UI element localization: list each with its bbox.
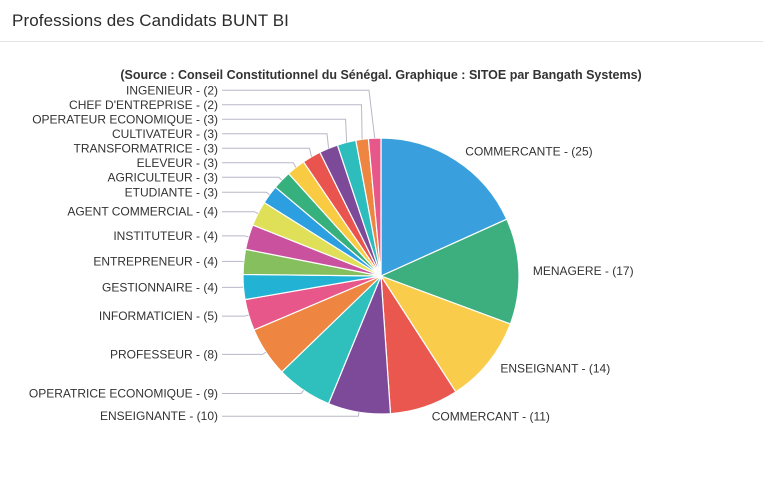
slice-label-cultivateur: CULTIVATEUR - (3) xyxy=(112,127,218,141)
connector-etudiante xyxy=(222,191,270,196)
slice-label-agriculteur: AGRICULTEUR - (3) xyxy=(108,170,218,184)
slice-label-informaticien: INFORMATICIEN - (5) xyxy=(99,309,218,323)
slice-label-enseignante: ENSEIGNANTE - (10) xyxy=(100,409,218,423)
chart-subtitle: (Source : Conseil Constitutionnel du Sén… xyxy=(120,68,641,82)
connector-professeur xyxy=(222,351,267,355)
connector-instituteur xyxy=(222,235,249,238)
connector-ingenieur xyxy=(222,89,376,139)
slice-label-professeur: PROFESSEUR - (8) xyxy=(110,347,218,361)
slice-label-commercante: COMMERCANTE - (25) xyxy=(465,145,592,159)
label-connectors xyxy=(222,89,497,417)
slice-label-menagere: MENAGERE - (17) xyxy=(533,264,634,278)
slice-labels: COMMERCANTE - (25) MENAGERE - (17) ENSEIGN… xyxy=(29,83,634,423)
connector-commercant xyxy=(425,407,428,417)
pie-chart: (Source : Conseil Constitutionnel du Sén… xyxy=(29,68,642,423)
slice-label-instituteur: INSTITUTEUR - (4) xyxy=(113,229,218,243)
connector-enseignant xyxy=(489,362,497,368)
slice-label-enseignant: ENSEIGNANT - (14) xyxy=(500,362,610,376)
page-title: Professions des Candidats BUNT BI xyxy=(12,10,290,30)
slice-label-operatrice-economique: OPERATRICE ECONOMIQUE - (9) xyxy=(29,387,218,401)
connector-informaticien xyxy=(222,314,249,317)
connector-cultivateur xyxy=(222,133,330,149)
connector-eleveur xyxy=(222,162,297,168)
connector-agriculteur xyxy=(222,176,283,181)
connector-operatrice-economique xyxy=(222,389,304,394)
slice-label-ingenieur: INGENIEUR - (2) xyxy=(126,83,218,97)
connector-transformatrice xyxy=(222,147,312,157)
slice-label-commercant: COMMERCANT - (11) xyxy=(432,409,550,423)
pie-slice-ingenieur[interactable] xyxy=(367,137,382,277)
slice-label-entrepreneur: ENTREPRENEUR - (4) xyxy=(93,254,218,268)
slice-label-eleveur: ELEVEUR - (3) xyxy=(137,156,218,170)
slice-label-chef-d-entreprise: CHEF D'ENTREPRISE - (2) xyxy=(69,98,218,112)
connector-enseignante xyxy=(222,412,360,417)
connector-agent-commercial xyxy=(222,211,259,214)
chart-area: (Source : Conseil Constitutionnel du Sén… xyxy=(0,43,763,482)
slice-label-agent-commercial: AGENT COMMERCIAL - (4) xyxy=(67,205,218,219)
slice-label-etudiante: ETUDIANTE - (3) xyxy=(125,185,218,199)
connector-commercante xyxy=(456,152,461,160)
pie-slices xyxy=(242,137,520,415)
pie-slice-commercante[interactable] xyxy=(380,137,508,277)
slice-label-transformatrice: TRANSFORMATRICE - (3) xyxy=(74,141,218,155)
pie-slice-menagere[interactable] xyxy=(379,218,520,325)
card-header: Professions des Candidats BUNT BI xyxy=(0,0,763,42)
slice-label-operateur-economique: OPERATEUR ECONOMIQUE - (3) xyxy=(32,112,218,126)
connector-chef-d-entreprise xyxy=(222,104,363,140)
slice-label-gestionnaire: GESTIONNAIRE - (4) xyxy=(102,280,218,294)
connector-operateur-economique xyxy=(222,118,348,143)
pie-slice-enseignant[interactable] xyxy=(379,274,512,393)
